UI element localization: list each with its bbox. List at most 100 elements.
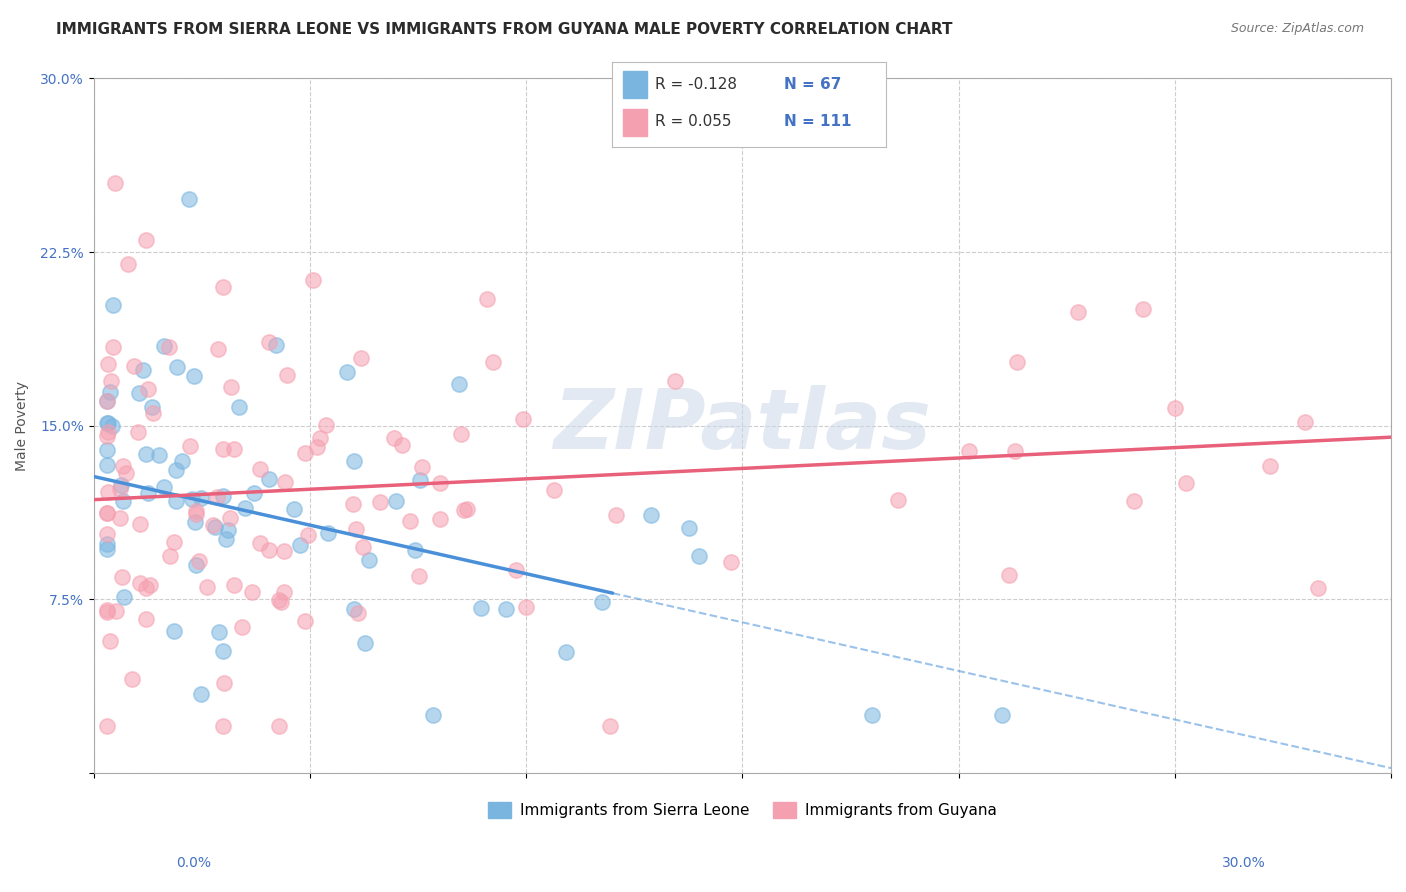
Point bbox=[190, 491, 212, 505]
Point bbox=[111, 569, 134, 583]
Point bbox=[231, 620, 253, 634]
Point bbox=[190, 687, 212, 701]
Point bbox=[1294, 415, 1316, 429]
Point bbox=[184, 504, 207, 518]
Point bbox=[422, 707, 444, 722]
Point bbox=[267, 719, 290, 733]
Point bbox=[186, 508, 208, 522]
Point bbox=[1308, 581, 1330, 595]
Point bbox=[512, 412, 534, 426]
Point bbox=[352, 540, 374, 554]
Point bbox=[96, 602, 118, 616]
Point bbox=[347, 606, 370, 620]
Point bbox=[408, 569, 430, 583]
Point bbox=[108, 511, 131, 525]
Legend: Immigrants from Sierra Leone, Immigrants from Guyana: Immigrants from Sierra Leone, Immigrants… bbox=[482, 796, 1002, 824]
Point bbox=[96, 506, 118, 520]
Point bbox=[957, 444, 980, 458]
Point bbox=[112, 458, 135, 473]
Point bbox=[219, 379, 242, 393]
Point bbox=[212, 644, 235, 658]
Point bbox=[274, 475, 297, 490]
Point bbox=[591, 594, 613, 608]
Point bbox=[664, 375, 686, 389]
Point bbox=[385, 493, 408, 508]
Point bbox=[104, 604, 127, 618]
Y-axis label: Male Poverty: Male Poverty bbox=[15, 381, 30, 471]
Bar bbox=[623, 109, 647, 136]
Point bbox=[197, 580, 219, 594]
Point bbox=[135, 581, 157, 595]
Point bbox=[257, 472, 280, 486]
Point bbox=[997, 568, 1019, 582]
Point bbox=[163, 535, 186, 549]
Point bbox=[543, 483, 565, 497]
Point bbox=[96, 458, 118, 472]
Point bbox=[336, 365, 359, 379]
Point bbox=[429, 475, 451, 490]
Point bbox=[1004, 443, 1026, 458]
Point bbox=[96, 416, 118, 430]
Point bbox=[97, 485, 120, 500]
Point bbox=[211, 442, 233, 456]
Point bbox=[482, 354, 505, 368]
Point bbox=[188, 554, 211, 568]
Point bbox=[429, 512, 451, 526]
Point bbox=[215, 532, 238, 546]
Text: IMMIGRANTS FROM SIERRA LEONE VS IMMIGRANTS FROM GUYANA MALE POVERTY CORRELATION : IMMIGRANTS FROM SIERRA LEONE VS IMMIGRAN… bbox=[56, 22, 953, 37]
Text: 30.0%: 30.0% bbox=[1222, 856, 1265, 871]
Point bbox=[1174, 476, 1197, 491]
Text: 0.0%: 0.0% bbox=[176, 856, 211, 871]
Point bbox=[97, 425, 120, 439]
Point bbox=[138, 382, 160, 396]
Point bbox=[207, 342, 229, 356]
Point bbox=[605, 508, 627, 522]
Point bbox=[456, 501, 478, 516]
Point bbox=[96, 537, 118, 551]
Point bbox=[115, 467, 138, 481]
Point bbox=[450, 426, 472, 441]
Point bbox=[96, 526, 118, 541]
Point bbox=[166, 359, 188, 374]
Point bbox=[219, 510, 242, 524]
Point bbox=[136, 485, 159, 500]
Point bbox=[475, 292, 498, 306]
Point bbox=[96, 605, 118, 619]
Point bbox=[1164, 401, 1187, 415]
Point bbox=[276, 368, 298, 382]
Point bbox=[316, 525, 339, 540]
Point bbox=[264, 338, 287, 352]
Point bbox=[342, 496, 364, 510]
Point bbox=[283, 501, 305, 516]
Point bbox=[359, 553, 381, 567]
Point bbox=[159, 549, 181, 563]
Point bbox=[411, 460, 433, 475]
Point bbox=[344, 522, 367, 536]
Point bbox=[181, 492, 204, 507]
Point bbox=[184, 558, 207, 572]
Point bbox=[991, 707, 1014, 722]
Point bbox=[183, 369, 205, 384]
Point bbox=[305, 440, 328, 454]
Point bbox=[243, 486, 266, 500]
Point bbox=[382, 431, 405, 445]
Point bbox=[97, 357, 120, 371]
Point bbox=[212, 279, 235, 293]
Point bbox=[96, 442, 118, 457]
Text: Source: ZipAtlas.com: Source: ZipAtlas.com bbox=[1230, 22, 1364, 36]
Text: R = -0.128: R = -0.128 bbox=[655, 77, 738, 92]
Point bbox=[129, 516, 152, 531]
Point bbox=[184, 515, 207, 529]
Point bbox=[640, 508, 662, 522]
Point bbox=[399, 514, 422, 528]
Point bbox=[599, 719, 621, 733]
Point bbox=[555, 645, 578, 659]
Point bbox=[135, 447, 157, 461]
Point bbox=[404, 543, 426, 558]
Point bbox=[96, 506, 118, 520]
Point bbox=[204, 520, 226, 534]
Point bbox=[104, 176, 127, 190]
Point bbox=[100, 418, 122, 433]
Point bbox=[273, 544, 295, 558]
Point bbox=[205, 490, 228, 504]
